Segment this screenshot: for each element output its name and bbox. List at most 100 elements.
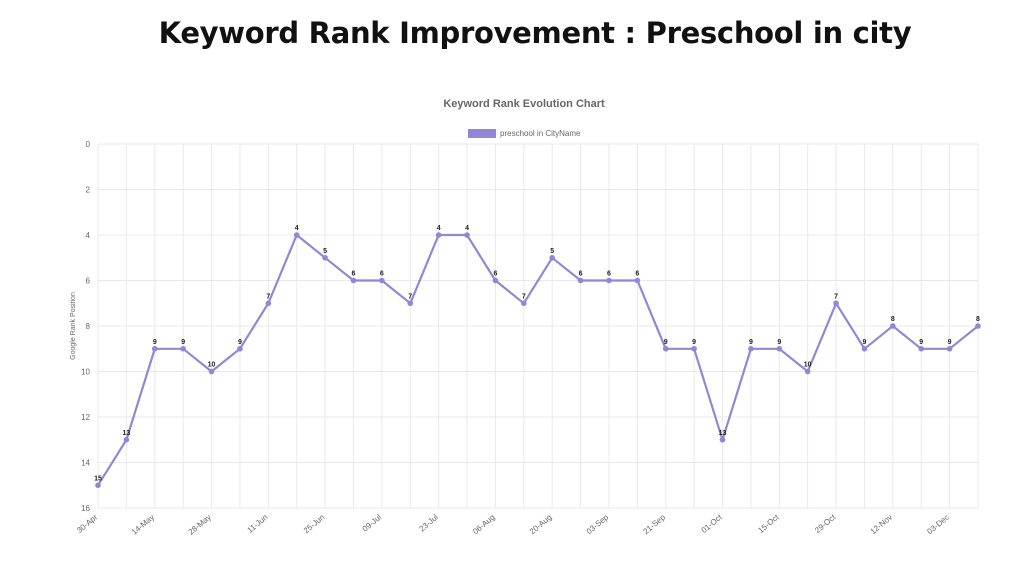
data-label: 4 bbox=[295, 225, 299, 232]
data-points bbox=[95, 232, 981, 489]
data-label: 8 bbox=[891, 316, 895, 323]
data-label: 4 bbox=[437, 225, 441, 232]
data-point bbox=[265, 300, 272, 307]
x-tick-label: 28-May bbox=[187, 513, 213, 537]
data-label: 5 bbox=[550, 248, 554, 255]
data-label: 4 bbox=[465, 225, 469, 232]
y-tick-label: 0 bbox=[86, 140, 91, 149]
y-tick-label: 8 bbox=[86, 322, 91, 331]
data-point bbox=[151, 345, 158, 352]
data-label: 6 bbox=[607, 271, 611, 278]
data-label: 15 bbox=[94, 475, 102, 482]
x-tick-label: 29-Oct bbox=[813, 512, 838, 535]
data-point bbox=[350, 277, 357, 284]
y-tick-label: 4 bbox=[86, 231, 91, 240]
data-label: 6 bbox=[635, 271, 639, 278]
x-tick-label: 03-Dec bbox=[925, 513, 951, 536]
x-tick-label: 23-Jul bbox=[417, 512, 440, 533]
data-label: 9 bbox=[777, 339, 781, 346]
data-point bbox=[804, 368, 811, 375]
data-label: 5 bbox=[323, 248, 327, 255]
series-line bbox=[97, 233, 979, 486]
data-label: 9 bbox=[862, 339, 866, 346]
y-tick-label: 6 bbox=[86, 277, 91, 286]
data-point bbox=[379, 277, 385, 284]
data-point bbox=[776, 345, 783, 352]
data-point bbox=[634, 277, 641, 284]
data-point bbox=[577, 277, 584, 284]
x-tick-label: 03-Sep bbox=[585, 512, 611, 536]
data-labels: 15 13 9 9 10 9 7 4 5 6 6 7 4 4 6 7 5 6 6 6 9 9 13 9 9 10 7 9 8 9 9 8 bbox=[94, 225, 980, 482]
x-tick-label: 12-Nov bbox=[869, 513, 895, 536]
data-point bbox=[606, 277, 612, 284]
data-point bbox=[293, 232, 300, 238]
data-label: 9 bbox=[749, 339, 753, 346]
x-axis-ticks: 30-Apr 14-May 28-May 11-Jun 25-Jun 09-Jul 23-J… bbox=[75, 512, 951, 537]
x-tick-label: 01-Oct bbox=[700, 512, 725, 535]
data-point bbox=[691, 345, 697, 352]
data-label: 9 bbox=[664, 339, 668, 346]
y-tick-label: 16 bbox=[81, 504, 90, 513]
x-tick-label: 11-Jun bbox=[246, 513, 270, 535]
series-polyline bbox=[97, 233, 979, 486]
data-label: 7 bbox=[266, 293, 270, 300]
data-label: 13 bbox=[122, 430, 130, 437]
y-tick-label: 14 bbox=[81, 459, 90, 468]
data-point bbox=[435, 232, 442, 238]
data-label: 6 bbox=[380, 271, 384, 278]
data-point bbox=[322, 254, 328, 261]
data-point bbox=[946, 345, 953, 352]
grid bbox=[97, 143, 979, 509]
data-point bbox=[237, 345, 243, 352]
data-label: 6 bbox=[493, 271, 497, 278]
data-point bbox=[662, 345, 669, 352]
x-tick-label: 25-Jun bbox=[302, 513, 327, 536]
legend-label: preschool in CityName bbox=[500, 129, 581, 138]
data-label: 9 bbox=[181, 339, 185, 346]
x-tick-label: 30-Apr bbox=[75, 512, 99, 535]
y-tick-label: 2 bbox=[86, 186, 91, 195]
data-point bbox=[492, 277, 499, 284]
data-point bbox=[95, 482, 101, 489]
data-label: 7 bbox=[408, 293, 412, 300]
data-point bbox=[521, 300, 527, 307]
data-label: 9 bbox=[692, 339, 696, 346]
data-point bbox=[719, 436, 726, 443]
data-label: 8 bbox=[976, 316, 980, 323]
legend-swatch bbox=[468, 129, 496, 138]
data-label: 9 bbox=[153, 339, 157, 346]
data-point bbox=[918, 345, 925, 352]
y-axis-label: Google Rank Position bbox=[70, 292, 77, 360]
data-point bbox=[833, 300, 839, 307]
data-point bbox=[208, 368, 215, 375]
data-label: 10 bbox=[208, 362, 216, 369]
data-point bbox=[180, 345, 186, 352]
legend: preschool in CityName bbox=[468, 129, 581, 138]
page-title: Keyword Rank Improvement : Preschool in … bbox=[158, 16, 912, 50]
x-tick-label: 21-Sep bbox=[641, 512, 667, 536]
data-point bbox=[123, 436, 130, 443]
data-label: 13 bbox=[719, 430, 727, 437]
x-tick-label: 14-May bbox=[130, 513, 156, 537]
data-point bbox=[890, 323, 896, 329]
data-point bbox=[748, 345, 754, 352]
data-label: 10 bbox=[804, 362, 812, 369]
data-label: 9 bbox=[919, 339, 923, 346]
data-label: 6 bbox=[352, 271, 356, 278]
y-tick-label: 10 bbox=[81, 368, 90, 377]
data-point bbox=[464, 232, 470, 238]
y-tick-label: 12 bbox=[81, 413, 90, 422]
x-tick-label: 15-Oct bbox=[756, 512, 781, 535]
data-point bbox=[407, 300, 414, 307]
chart-title: Keyword Rank Evolution Chart bbox=[443, 98, 605, 110]
data-label: 9 bbox=[948, 339, 952, 346]
x-tick-label: 06-Aug bbox=[471, 513, 497, 536]
data-point bbox=[975, 323, 981, 329]
data-point bbox=[861, 345, 868, 352]
x-tick-label: 09-Jul bbox=[361, 512, 384, 533]
y-axis-ticks: 0 2 4 6 8 10 12 14 16 bbox=[81, 140, 90, 513]
data-label: 9 bbox=[238, 339, 242, 346]
data-label: 7 bbox=[834, 293, 838, 300]
x-tick-label: 20-Aug bbox=[528, 513, 554, 536]
